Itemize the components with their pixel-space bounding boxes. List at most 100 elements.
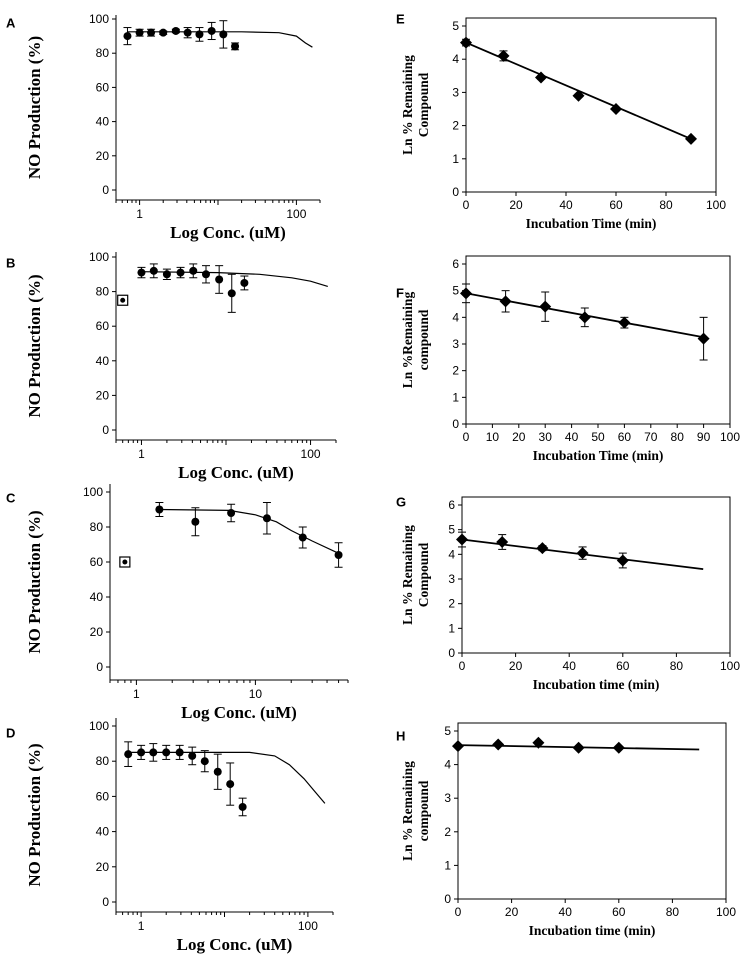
y-tick-label: 80 — [96, 285, 110, 299]
data-point — [147, 28, 156, 37]
data-point — [201, 270, 210, 279]
y-axis-label: NO Production (%) — [25, 274, 44, 417]
data-point — [334, 551, 343, 559]
y-tick-label: 1 — [452, 152, 459, 166]
x-tick-label: 80 — [659, 198, 673, 212]
x-tick-label: 20 — [509, 659, 523, 673]
y-tick-label: 2 — [452, 364, 459, 378]
y-tick-label: 20 — [96, 149, 110, 163]
data-point — [162, 748, 171, 757]
x-tick-label: 40 — [559, 198, 573, 212]
y-axis-label-line: Compound — [416, 542, 431, 607]
data-point — [499, 295, 512, 308]
x-tick-label: 0 — [463, 198, 470, 212]
x-axis-label: Incubation Time (min) — [533, 448, 664, 463]
x-tick-label: 40 — [565, 430, 579, 444]
x-tick-label: 40 — [563, 659, 577, 673]
y-axis-label: Ln % RemainingCompound — [400, 525, 431, 625]
y-axis-label: NO Production (%) — [25, 36, 44, 179]
plot-frame — [461, 496, 731, 654]
data-point — [532, 736, 545, 749]
data-point — [124, 750, 133, 759]
x-axis-label: Log Conc. (uM) — [170, 223, 286, 242]
data-point — [539, 300, 552, 313]
data-point — [149, 266, 158, 275]
data-point — [188, 751, 197, 760]
x-tick-label: 30 — [539, 430, 553, 444]
x-tick-label: 100 — [301, 447, 321, 461]
y-axis-label: NO Production (%) — [25, 510, 44, 653]
data-point — [175, 748, 184, 757]
data-point — [189, 266, 198, 275]
y-tick-label: 5 — [452, 284, 459, 298]
y-tick-label: 4 — [444, 758, 451, 772]
y-tick-label: 5 — [444, 724, 451, 738]
y-axis-label: Ln % Remainingcompound — [400, 761, 431, 861]
y-tick-label: 4 — [452, 310, 459, 324]
y-axis-label-line: Ln %Remaining — [400, 292, 415, 389]
panel-label: E — [396, 12, 405, 27]
y-axis-label-line: Ln % Remaining — [400, 525, 415, 625]
x-tick-label: 80 — [671, 430, 685, 444]
data-point — [452, 740, 464, 753]
y-tick-label: 60 — [96, 319, 110, 333]
data-point — [536, 542, 549, 555]
control-point — [120, 297, 126, 303]
data-point — [578, 311, 591, 324]
panel-label: D — [6, 726, 15, 741]
data-point — [618, 316, 631, 329]
data-point — [159, 28, 168, 37]
y-tick-label: 2 — [444, 825, 451, 839]
data-point — [572, 741, 585, 754]
panel-h: H 0 1 2 3 4 5 0 20 40 60 80 100 Ln % Remainingcompoun… — [396, 722, 736, 938]
y-axis-label-line: Ln % Remaining — [400, 761, 415, 861]
y-tick-label: 0 — [102, 423, 109, 437]
x-tick-label: 60 — [618, 430, 632, 444]
data-point — [155, 505, 164, 514]
data-point — [612, 741, 625, 754]
x-tick-label: 40 — [559, 905, 573, 919]
panel-label: F — [396, 286, 404, 301]
panel-b: B 0 20 40 60 80 100 1 100 NO Production (%) Log Co… — [6, 250, 337, 482]
data-point — [183, 28, 192, 37]
y-tick-label: 80 — [96, 46, 110, 60]
data-point — [238, 802, 247, 811]
data-point — [149, 748, 158, 757]
plot-frame — [465, 17, 717, 193]
y-axis-label-line: Ln % Remaining — [400, 55, 415, 155]
panel-label: A — [6, 16, 16, 31]
y-axis-label-line: Compound — [416, 72, 431, 137]
control-point — [122, 559, 128, 565]
panel-c: C 0 20 40 60 80 100 1 10 NO Production (%) Log Con… — [6, 484, 349, 722]
data-point — [191, 517, 200, 526]
x-tick-label: 100 — [298, 919, 318, 933]
y-tick-label: 1 — [452, 390, 459, 404]
x-tick-label: 1 — [136, 207, 143, 221]
plot-frame — [465, 255, 731, 425]
data-point — [496, 536, 509, 548]
y-tick-label: 6 — [452, 257, 459, 271]
x-tick-label: 60 — [609, 198, 623, 212]
x-tick-label: 10 — [249, 687, 263, 701]
panel-label: G — [396, 495, 406, 510]
y-tick-label: 0 — [96, 660, 103, 674]
x-axis-label: Incubation time (min) — [529, 923, 656, 938]
x-tick-label: 60 — [612, 905, 626, 919]
y-tick-label: 0 — [448, 646, 455, 660]
panel-a: A 0 20 40 60 80 100 1 100 NO Production (%) Log Co… — [6, 12, 321, 242]
data-point — [226, 780, 235, 789]
x-tick-label: 50 — [591, 430, 605, 444]
y-tick-label: 0 — [102, 183, 109, 197]
y-tick-label: 0 — [444, 892, 451, 906]
data-point — [176, 268, 185, 277]
x-tick-label: 0 — [459, 659, 466, 673]
data-point — [497, 49, 510, 62]
x-tick-label: 1 — [138, 919, 145, 933]
x-tick-label: 0 — [463, 430, 470, 444]
data-point — [616, 554, 629, 567]
x-tick-label: 20 — [512, 430, 526, 444]
y-tick-label: 100 — [89, 719, 109, 733]
